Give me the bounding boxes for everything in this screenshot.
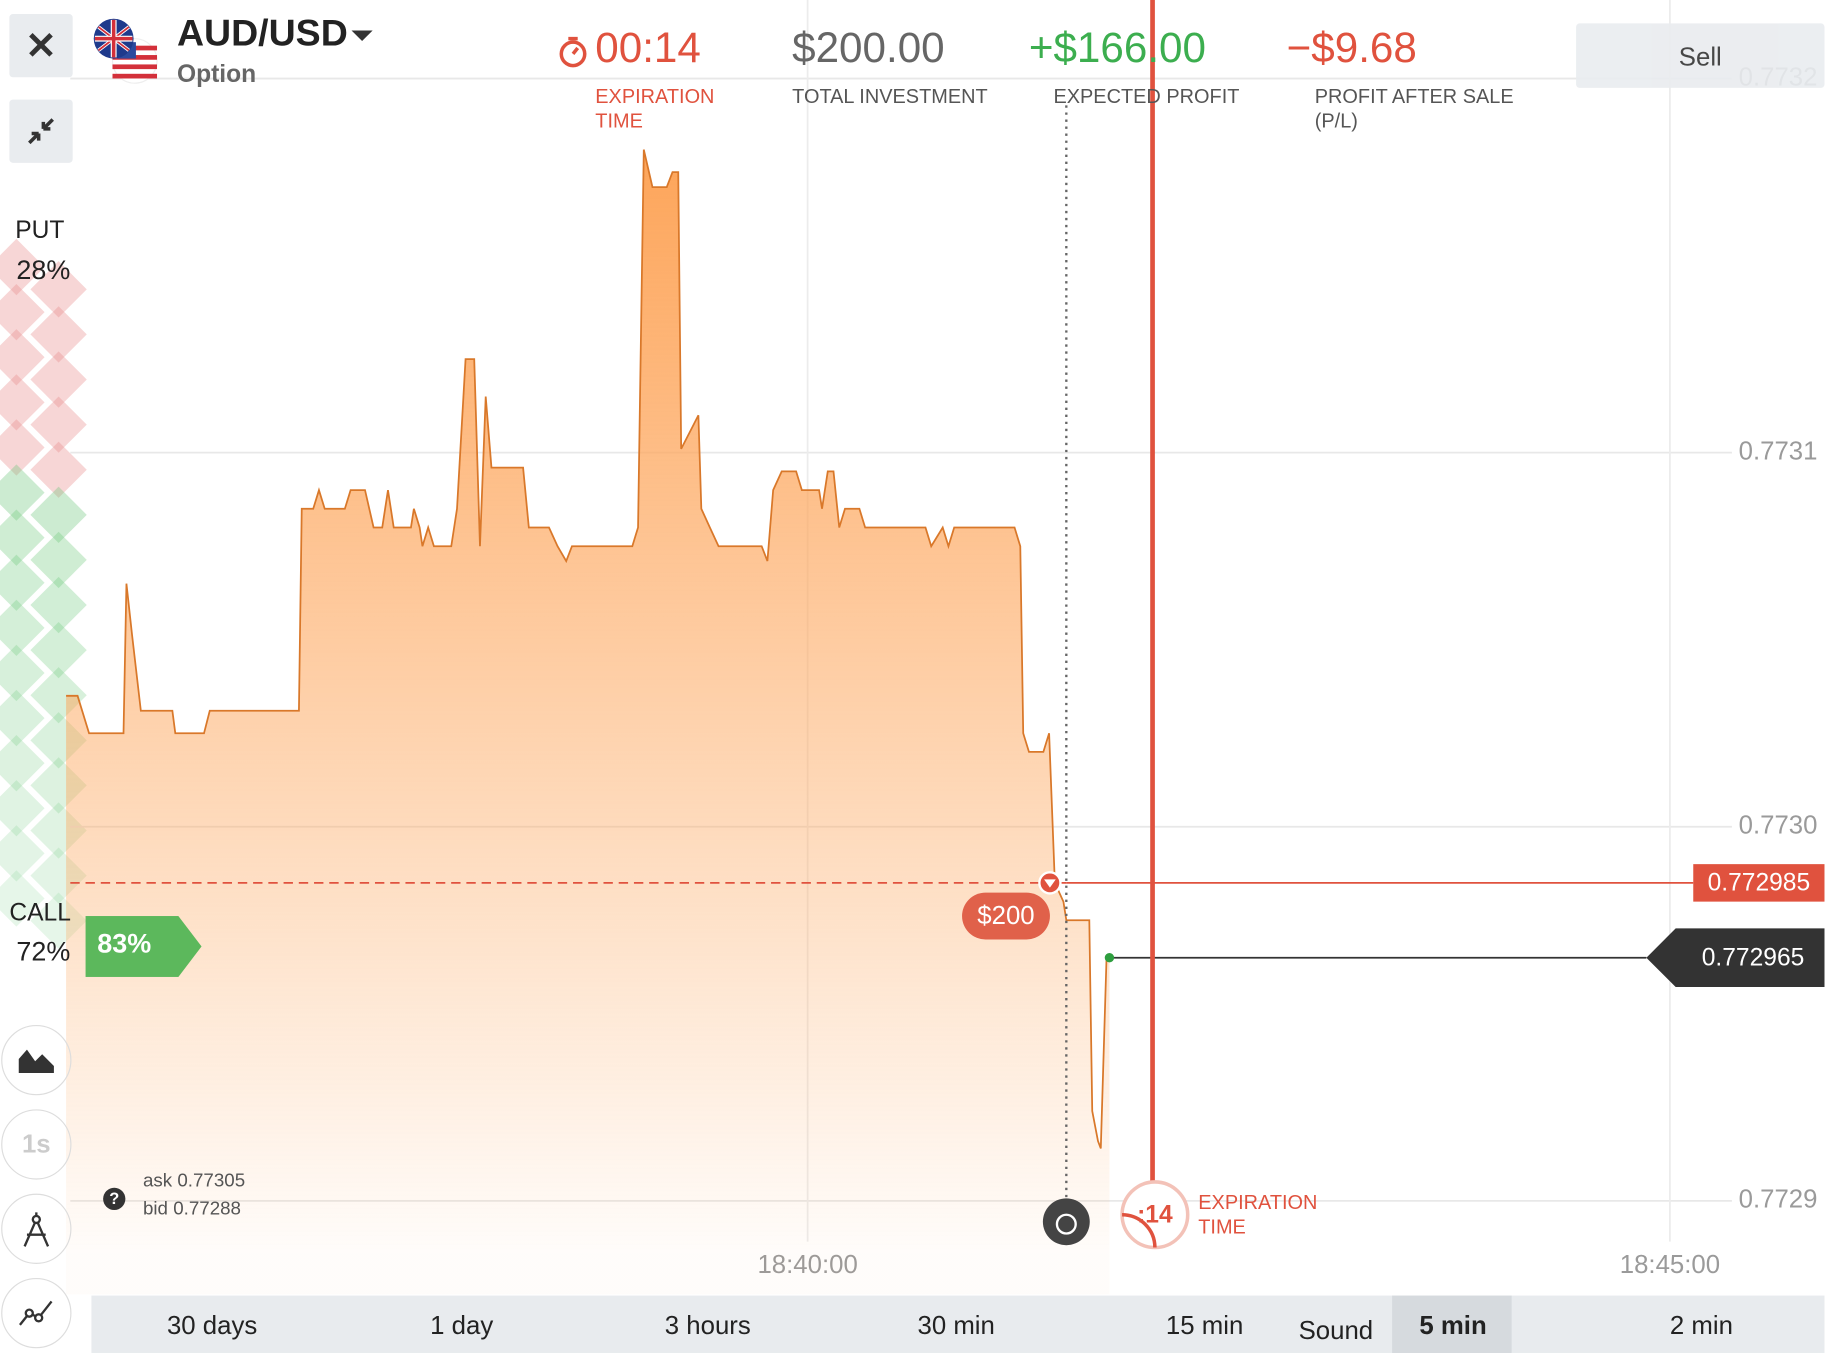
interval-button[interactable]: 1s	[1, 1109, 72, 1180]
y-tick-label: 0.7731	[1739, 437, 1818, 465]
compass-icon	[23, 1212, 50, 1247]
ask-label: ask	[142, 1171, 173, 1192]
period[interactable]: 15 min	[1165, 1310, 1244, 1341]
collapse-button[interactable]	[9, 99, 73, 163]
expiration-label: EXPIRATION TIME	[1198, 1191, 1318, 1239]
indicator-button[interactable]	[1, 1277, 72, 1349]
profit-after-sale: −$9.68	[1286, 23, 1417, 72]
sentiment-diamond	[0, 599, 45, 657]
sentiment-diamond	[0, 825, 45, 882]
purchase-timer-icon	[1055, 1213, 1077, 1235]
period[interactable]: 5 min	[1419, 1310, 1487, 1341]
countdown: :14	[1137, 1201, 1173, 1228]
sentiment-diamond	[0, 374, 45, 431]
flags	[93, 18, 158, 84]
timer: 00:14	[595, 23, 701, 72]
current-label: 0.772965	[1702, 944, 1805, 971]
bid: bid 0.77288	[143, 1200, 241, 1221]
period-bar	[91, 1295, 1825, 1353]
bid-value: 0.77288	[173, 1199, 241, 1220]
period[interactable]: 3 hours	[664, 1310, 751, 1341]
sentiment-diamond	[0, 689, 45, 747]
price-line	[66, 149, 1110, 1149]
period[interactable]: 30 min	[917, 1310, 995, 1341]
bid-label: bid	[142, 1199, 168, 1220]
investment-label: TOTAL INVESTMENT	[792, 85, 988, 108]
current-dot	[1104, 953, 1115, 963]
chart-type-button[interactable]	[1, 1024, 72, 1096]
price-area	[66, 149, 1110, 1295]
profit-after-sale-label: PROFIT AFTER SALE (P/L)	[1314, 85, 1514, 133]
put-percent: 28%	[16, 254, 71, 285]
sentiment-diamond	[30, 396, 87, 453]
strike-label-bg	[1693, 864, 1825, 902]
collapse-icon	[28, 118, 54, 145]
put-label: PUT	[15, 216, 65, 244]
indicator-icon	[19, 1300, 53, 1326]
y-tick-label: 0.7730	[1739, 812, 1818, 840]
sound-toggle[interactable]: Sound	[1298, 1315, 1374, 1345]
sentiment-diamond	[0, 870, 45, 927]
sentiment-diamond	[30, 261, 87, 318]
strike-label: 0.772985	[1708, 870, 1811, 897]
area-icon	[18, 1049, 54, 1074]
purchase-timer	[1042, 1198, 1090, 1246]
timer-icon	[559, 36, 587, 68]
x-tick-label: 18:45:00	[1620, 1251, 1720, 1279]
investment: $200.00	[792, 23, 945, 72]
strike-marker-arrow	[1044, 879, 1056, 888]
period-selected-bg	[1392, 1295, 1512, 1353]
sentiment-diamond	[30, 486, 87, 543]
period[interactable]: 30 days	[166, 1310, 258, 1341]
sentiment-diamond	[30, 621, 87, 679]
sentiment-diamond	[30, 441, 87, 498]
expected-profit: +$166.00	[1028, 23, 1206, 72]
sentiment-diamond	[0, 735, 45, 792]
close-button[interactable]: ✕	[9, 14, 73, 78]
period[interactable]: 1 day	[430, 1310, 494, 1341]
timer-label: EXPIRATION TIME	[595, 85, 715, 133]
sentiment-diamond	[30, 306, 87, 363]
help-icon[interactable]: ?	[103, 1187, 126, 1211]
sentiment-diamond	[0, 329, 45, 386]
countdown-arc	[1122, 1212, 1157, 1248]
ask: ask 0.77305	[143, 1171, 245, 1192]
drawing-button[interactable]	[1, 1193, 72, 1264]
ask-value: 0.77305	[177, 1171, 246, 1192]
expected-profit-label: EXPECTED PROFIT	[1053, 85, 1240, 108]
dropdown-arrow[interactable]	[349, 28, 375, 44]
period[interactable]: 2 min	[1669, 1310, 1733, 1341]
product: Option	[176, 60, 257, 88]
investment-tag[interactable]: $200	[962, 892, 1050, 940]
call-percent: 72%	[16, 935, 71, 967]
payout-badge: 83%	[85, 916, 202, 977]
sell-button[interactable]: Sell	[1576, 23, 1825, 88]
asset-pair[interactable]: AUD/USD	[176, 11, 348, 54]
sentiment-diamond	[30, 576, 87, 634]
y-tick-label: 0.7729	[1739, 1186, 1818, 1214]
call-label: CALL	[9, 899, 71, 927]
current-label-bg	[1646, 928, 1825, 987]
